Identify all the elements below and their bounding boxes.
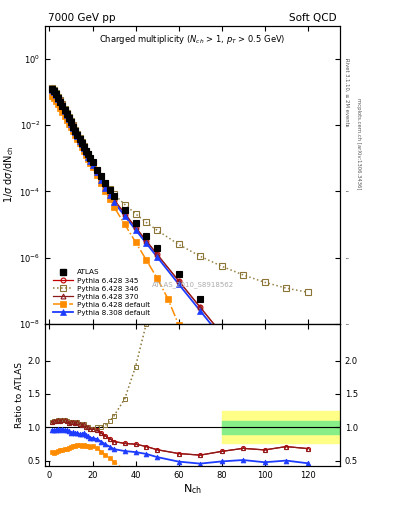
Y-axis label: 1/$\sigma$ d$\sigma$/dN$_\mathregular{ch}$: 1/$\sigma$ d$\sigma$/dN$_\mathregular{ch… [3,146,17,203]
Legend: ATLAS, Pythia 6.428 345, Pythia 6.428 346, Pythia 6.428 370, Pythia 6.428 defaul: ATLAS, Pythia 6.428 345, Pythia 6.428 34… [52,268,152,317]
Text: Charged multiplicity ($N_{ch}$ > 1, $p_T$ > 0.5 GeV): Charged multiplicity ($N_{ch}$ > 1, $p_T… [99,33,286,46]
X-axis label: N$_\mathregular{ch}$: N$_\mathregular{ch}$ [183,482,202,496]
Text: ATLAS_2010_S8918562: ATLAS_2010_S8918562 [152,282,233,288]
Text: Rivet 3.1.10, ≥ 2M events: Rivet 3.1.10, ≥ 2M events [344,58,349,126]
Text: Soft QCD: Soft QCD [289,13,337,23]
Y-axis label: Ratio to ATLAS: Ratio to ATLAS [15,362,24,428]
Text: 7000 GeV pp: 7000 GeV pp [48,13,116,23]
Text: mcplots.cern.ch [arXiv:1306.3436]: mcplots.cern.ch [arXiv:1306.3436] [356,98,361,189]
